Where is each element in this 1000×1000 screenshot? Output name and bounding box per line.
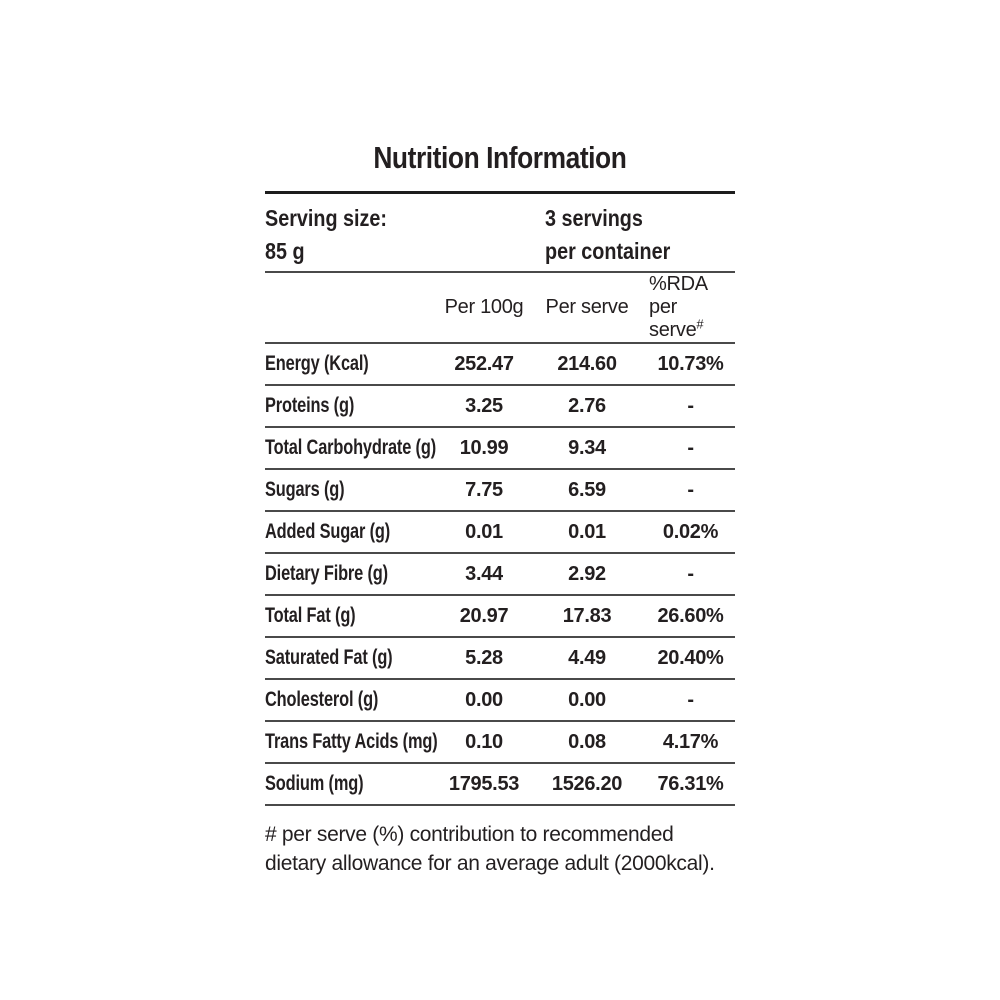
table-row: Energy (Kcal) 252.47 214.60 10.73% — [265, 344, 735, 386]
value-rda-per-serve: 4.17% — [662, 730, 719, 753]
page-title: Nutrition Information — [265, 140, 735, 176]
table-row: Dietary Fibre (g) 3.44 2.92 - — [265, 554, 735, 596]
column-header-row: Per 100g Per serve %RDA per serve# — [265, 273, 735, 344]
value-per-100g: 0.10 — [465, 730, 503, 753]
value-rda-per-serve: 76.31% — [657, 772, 724, 795]
nutrient-label: Dietary Fibre (g) — [265, 562, 388, 585]
value-per-100g: 1795.53 — [448, 772, 520, 795]
footnote-line2: dietary allowance for an average adult (… — [265, 852, 715, 875]
servings-per-container: 3 servings per container — [545, 202, 735, 268]
nutrient-label: Cholesterol (g) — [265, 688, 379, 711]
serving-info-row: Serving size: 85 g 3 servings per contai… — [265, 194, 735, 273]
nutrient-label: Energy (Kcal) — [265, 352, 369, 375]
serving-size-label: Serving size: — [265, 205, 388, 231]
nutrient-label-cell: Trans Fatty Acids (mg) — [265, 730, 440, 754]
nutrient-label-cell: Cholesterol (g) — [265, 688, 440, 712]
nutrient-label-cell: Saturated Fat (g) — [265, 646, 440, 670]
nutrient-label-cell: Added Sugar (g) — [265, 520, 440, 544]
col-header-rda-line1: %RDA — [649, 273, 708, 295]
value-per-serve: 2.76 — [568, 394, 606, 417]
nutrient-label: Sodium (mg) — [265, 772, 364, 795]
table-row: Proteins (g) 3.25 2.76 - — [265, 386, 735, 428]
value-per-serve: 0.00 — [568, 688, 606, 711]
value-rda-per-serve: 10.73% — [657, 352, 724, 375]
value-per-serve: 4.49 — [568, 646, 606, 669]
table-row: Total Fat (g) 20.97 17.83 26.60% — [265, 596, 735, 638]
servings-count: 3 servings — [545, 205, 643, 231]
value-per-serve: 2.92 — [568, 562, 606, 585]
table-row: Added Sugar (g) 0.01 0.01 0.02% — [265, 512, 735, 554]
nutrient-label-cell: Sugars (g) — [265, 478, 440, 502]
value-rda-per-serve: - — [687, 688, 694, 711]
table-body: Energy (Kcal) 252.47 214.60 10.73% Prote… — [265, 344, 735, 806]
value-rda-per-serve: - — [687, 394, 694, 417]
nutrient-label-cell: Total Fat (g) — [265, 604, 440, 628]
nutrient-label-cell: Sodium (mg) — [265, 772, 440, 796]
table-row: Trans Fatty Acids (mg) 0.10 0.08 4.17% — [265, 722, 735, 764]
value-per-100g: 0.00 — [465, 688, 503, 711]
table-row: Sugars (g) 7.75 6.59 - — [265, 470, 735, 512]
value-per-100g: 20.97 — [459, 604, 509, 627]
value-per-100g: 3.44 — [465, 562, 503, 585]
nutrient-label-cell: Total Carbohydrate (g) — [265, 436, 440, 460]
nutrient-label: Trans Fatty Acids (mg) — [265, 730, 438, 753]
nutrition-table: Serving size: 85 g 3 servings per contai… — [265, 191, 735, 806]
nutrient-label: Saturated Fat (g) — [265, 646, 393, 669]
value-per-serve: 0.08 — [568, 730, 606, 753]
value-per-100g: 5.28 — [465, 646, 503, 669]
nutrition-label: Nutrition Information Serving size: 85 g… — [265, 140, 735, 878]
col-header-per-serve: Per serve — [545, 296, 629, 318]
value-rda-per-serve: - — [687, 478, 694, 501]
value-per-100g: 10.99 — [459, 436, 509, 459]
value-per-serve: 17.83 — [562, 604, 612, 627]
nutrient-label: Total Carbohydrate (g) — [265, 436, 436, 459]
table-row: Total Carbohydrate (g) 10.99 9.34 - — [265, 428, 735, 470]
nutrient-label: Sugars (g) — [265, 478, 345, 501]
serving-size-value: 85 g — [265, 238, 305, 264]
value-per-serve: 0.01 — [568, 520, 606, 543]
footnote: # per serve (%) contribution to recommen… — [265, 820, 735, 878]
table-row: Cholesterol (g) 0.00 0.00 - — [265, 680, 735, 722]
page-title-text: Nutrition Information — [373, 140, 627, 175]
value-rda-per-serve: 0.02% — [662, 520, 719, 543]
nutrient-label: Added Sugar (g) — [265, 520, 391, 543]
table-row: Sodium (mg) 1795.53 1526.20 76.31% — [265, 764, 735, 806]
value-per-100g: 3.25 — [465, 394, 503, 417]
value-per-serve: 9.34 — [568, 436, 606, 459]
servings-count-unit: per container — [545, 238, 671, 264]
value-per-serve: 6.59 — [568, 478, 606, 501]
value-rda-per-serve: - — [687, 436, 694, 459]
nutrient-label-cell: Energy (Kcal) — [265, 352, 440, 376]
col-header-rda-per-serve: %RDA per serve# — [646, 273, 735, 342]
nutrient-label: Total Fat (g) — [265, 604, 356, 627]
value-per-100g: 7.75 — [465, 478, 503, 501]
nutrient-label-cell: Dietary Fibre (g) — [265, 562, 440, 586]
nutrient-label-cell: Proteins (g) — [265, 394, 440, 418]
value-rda-per-serve: 20.40% — [657, 646, 724, 669]
table-row: Saturated Fat (g) 5.28 4.49 20.40% — [265, 638, 735, 680]
serving-size: Serving size: 85 g — [265, 202, 545, 268]
value-per-serve: 214.60 — [557, 352, 617, 375]
value-per-serve: 1526.20 — [551, 772, 623, 795]
value-rda-per-serve: 26.60% — [657, 604, 724, 627]
value-per-100g: 0.01 — [465, 520, 503, 543]
col-header-per-100g: Per 100g — [444, 296, 524, 318]
footnote-line1: # per serve (%) contribution to recommen… — [265, 823, 674, 846]
nutrient-label: Proteins (g) — [265, 394, 355, 417]
col-header-rda-line2: per serve — [649, 296, 697, 341]
footnote-marker: # — [696, 316, 704, 332]
value-rda-per-serve: - — [687, 562, 694, 585]
value-per-100g: 252.47 — [454, 352, 514, 375]
